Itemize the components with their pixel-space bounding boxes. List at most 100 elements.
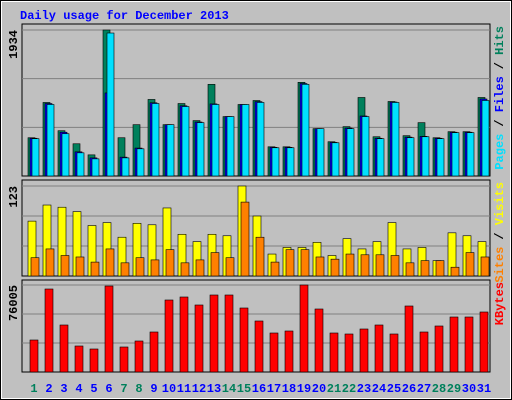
bar: [465, 252, 475, 277]
y-tick-label: 1934: [7, 30, 21, 59]
bar: [209, 294, 219, 373]
bar: [374, 324, 384, 373]
x-tick-label: 6: [105, 382, 112, 396]
x-tick-label: 10: [162, 382, 176, 396]
x-tick-label: 2: [45, 382, 52, 396]
x-tick-label: 14: [222, 382, 236, 396]
bar: [74, 345, 84, 373]
bar: [239, 307, 249, 373]
bar: [31, 138, 40, 177]
bar: [45, 248, 55, 277]
bar: [61, 133, 70, 177]
legend-entry: Visits: [493, 182, 507, 225]
legend: Sites / Visits: [493, 182, 507, 283]
bar: [210, 252, 220, 277]
bar: [164, 299, 174, 373]
bar: [316, 128, 325, 177]
legend-entry: Sites: [493, 247, 507, 283]
bar: [59, 324, 69, 373]
bar: [119, 346, 129, 373]
y-tick-label: 123: [7, 186, 21, 208]
bar: [360, 254, 370, 277]
bar: [75, 256, 85, 277]
x-tick-label: 24: [372, 382, 386, 396]
x-tick-label: 22: [342, 382, 356, 396]
x-tick-label: 5: [90, 382, 97, 396]
bar: [89, 348, 99, 373]
bar: [300, 249, 310, 277]
bar: [345, 253, 355, 277]
x-tick-label: 17: [267, 382, 281, 396]
bar: [434, 325, 444, 373]
bar: [120, 262, 130, 277]
bar: [449, 316, 459, 373]
bar: [404, 305, 414, 373]
bar: [329, 332, 339, 373]
bar: [286, 147, 295, 177]
x-tick-label: 31: [477, 382, 491, 396]
x-tick-label: 25: [387, 382, 401, 396]
bar: [346, 128, 355, 177]
bar: [60, 255, 70, 277]
x-tick-label: 7: [120, 382, 127, 396]
bar: [135, 257, 145, 277]
legend: KBytes: [493, 282, 507, 325]
bar: [419, 331, 429, 373]
bar: [331, 142, 340, 177]
bar: [389, 333, 399, 373]
bar: [270, 261, 280, 277]
bar: [344, 333, 354, 373]
bar: [91, 158, 100, 177]
bar: [375, 254, 385, 277]
legend: Pages / Files / Hits: [493, 26, 507, 170]
bar: [420, 260, 430, 277]
bar: [466, 132, 475, 177]
y-tick-label: 76005: [7, 285, 21, 321]
x-tick-label: 23: [357, 382, 371, 396]
bar: [451, 132, 460, 177]
bar: [29, 339, 39, 373]
legend-separator: /: [493, 62, 507, 69]
bar: [136, 148, 145, 177]
bar: [195, 259, 205, 277]
bar: [179, 296, 189, 373]
legend-entry: Pages: [493, 134, 507, 170]
bar: [196, 122, 205, 177]
bar: [165, 249, 175, 277]
x-tick-label: 9: [150, 382, 157, 396]
x-tick-label: 13: [207, 382, 221, 396]
bar: [151, 103, 160, 177]
x-tick-label: 1: [30, 382, 37, 396]
x-tick-label: 11: [177, 382, 191, 396]
x-tick-label: 16: [252, 382, 266, 396]
legend-entry: Files: [493, 76, 507, 112]
x-tick-label: 15: [237, 382, 251, 396]
bar: [134, 340, 144, 373]
x-tick-label: 21: [327, 382, 341, 396]
legend-entry: Hits: [493, 26, 507, 55]
bar: [315, 256, 325, 277]
bar: [436, 138, 445, 177]
bar: [269, 332, 279, 373]
x-tick-label: 18: [282, 382, 296, 396]
bar: [44, 288, 54, 373]
bar: [256, 102, 265, 177]
bar: [314, 308, 324, 373]
x-tick-label: 12: [192, 382, 206, 396]
bar: [330, 258, 340, 277]
legend-separator: /: [493, 119, 507, 126]
x-tick-label: 29: [447, 382, 461, 396]
bar: [224, 294, 234, 373]
bar: [180, 262, 190, 277]
chart-title: Daily usage for December 2013: [20, 9, 229, 23]
bar: [421, 136, 430, 177]
x-tick-label: 20: [312, 382, 326, 396]
x-tick-label: 26: [402, 382, 416, 396]
bar: [284, 330, 294, 373]
bar: [406, 137, 415, 177]
bar: [106, 32, 115, 177]
x-tick-label: 8: [135, 382, 142, 396]
bar: [241, 104, 250, 177]
bar: [166, 124, 175, 177]
